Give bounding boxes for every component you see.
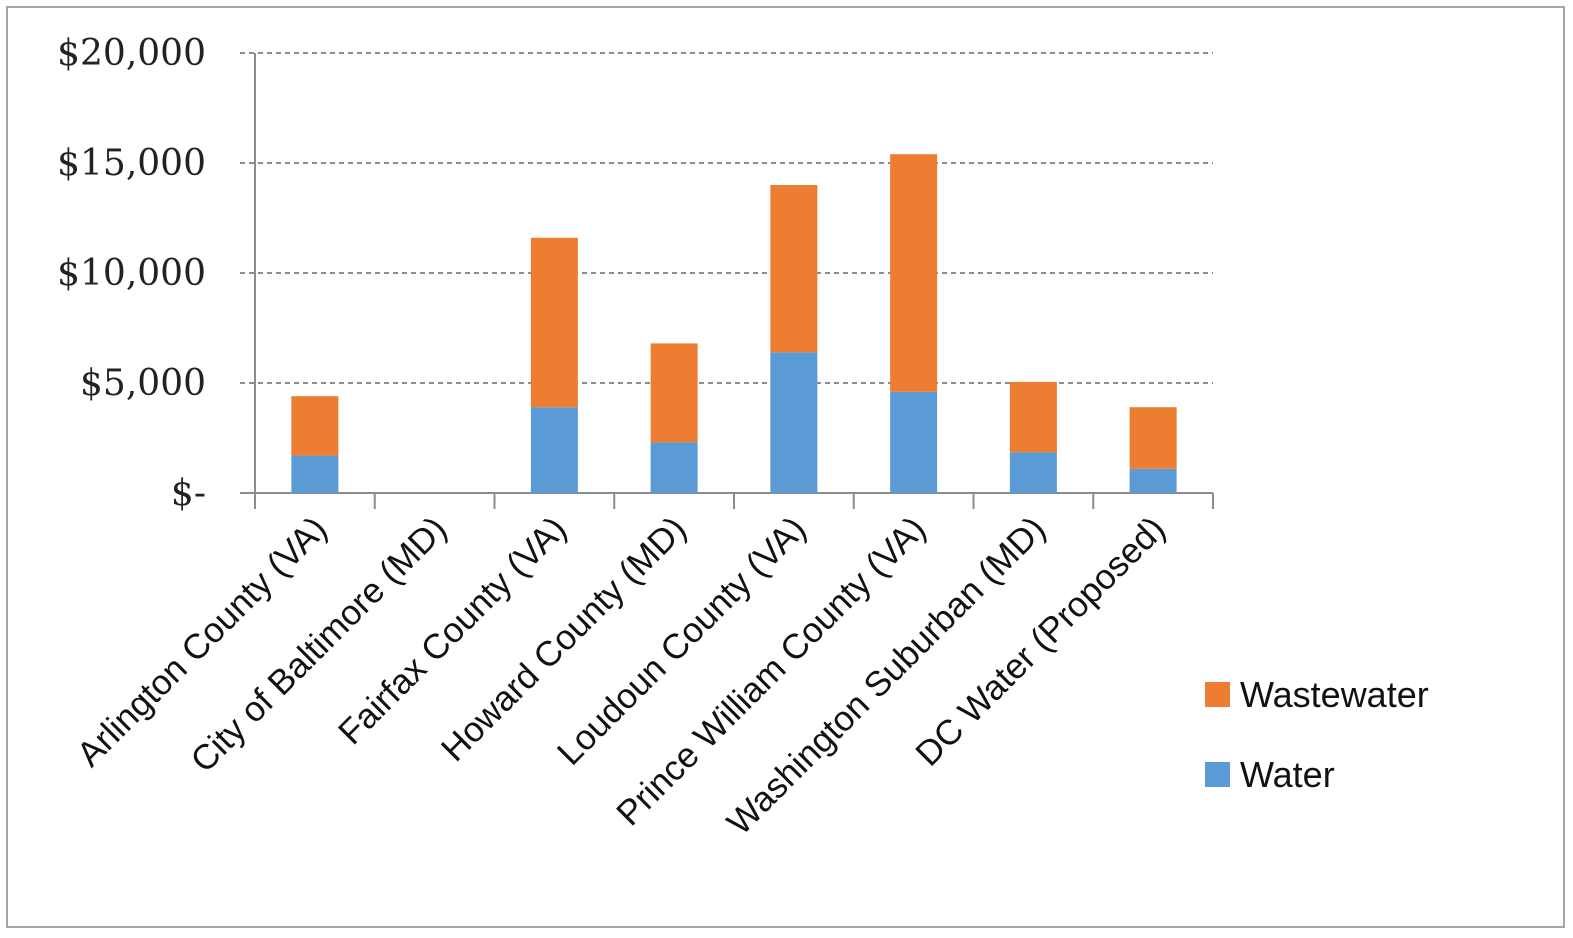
bar-wastewater <box>291 396 339 456</box>
y-tick-label: $5,000 <box>80 363 206 404</box>
bar-water <box>770 352 818 493</box>
legend-label-wastewater: Wastewater <box>1240 674 1429 715</box>
bar-water <box>291 455 339 493</box>
legend-label-water: Water <box>1240 754 1335 795</box>
y-tick-label: $- <box>171 473 206 514</box>
bar-water <box>1129 468 1177 493</box>
bar-water <box>1009 452 1057 493</box>
legend-swatch-water <box>1205 762 1230 787</box>
y-tick-label: $15,000 <box>57 143 206 184</box>
bar-wastewater <box>890 154 938 392</box>
y-tick-label: $20,000 <box>57 33 206 74</box>
bar-water <box>530 407 578 493</box>
bar-wastewater <box>770 185 818 353</box>
legend-swatch-wastewater <box>1205 682 1230 707</box>
bar-water <box>650 442 698 493</box>
bar-wastewater <box>650 343 698 443</box>
bar-wastewater <box>1009 381 1057 453</box>
bar-water <box>890 391 938 493</box>
x-category-label: Fairfax County (VA) <box>331 509 574 752</box>
y-tick-label: $10,000 <box>57 253 206 294</box>
bar-wastewater <box>1129 407 1177 469</box>
bar-wastewater <box>530 237 578 408</box>
